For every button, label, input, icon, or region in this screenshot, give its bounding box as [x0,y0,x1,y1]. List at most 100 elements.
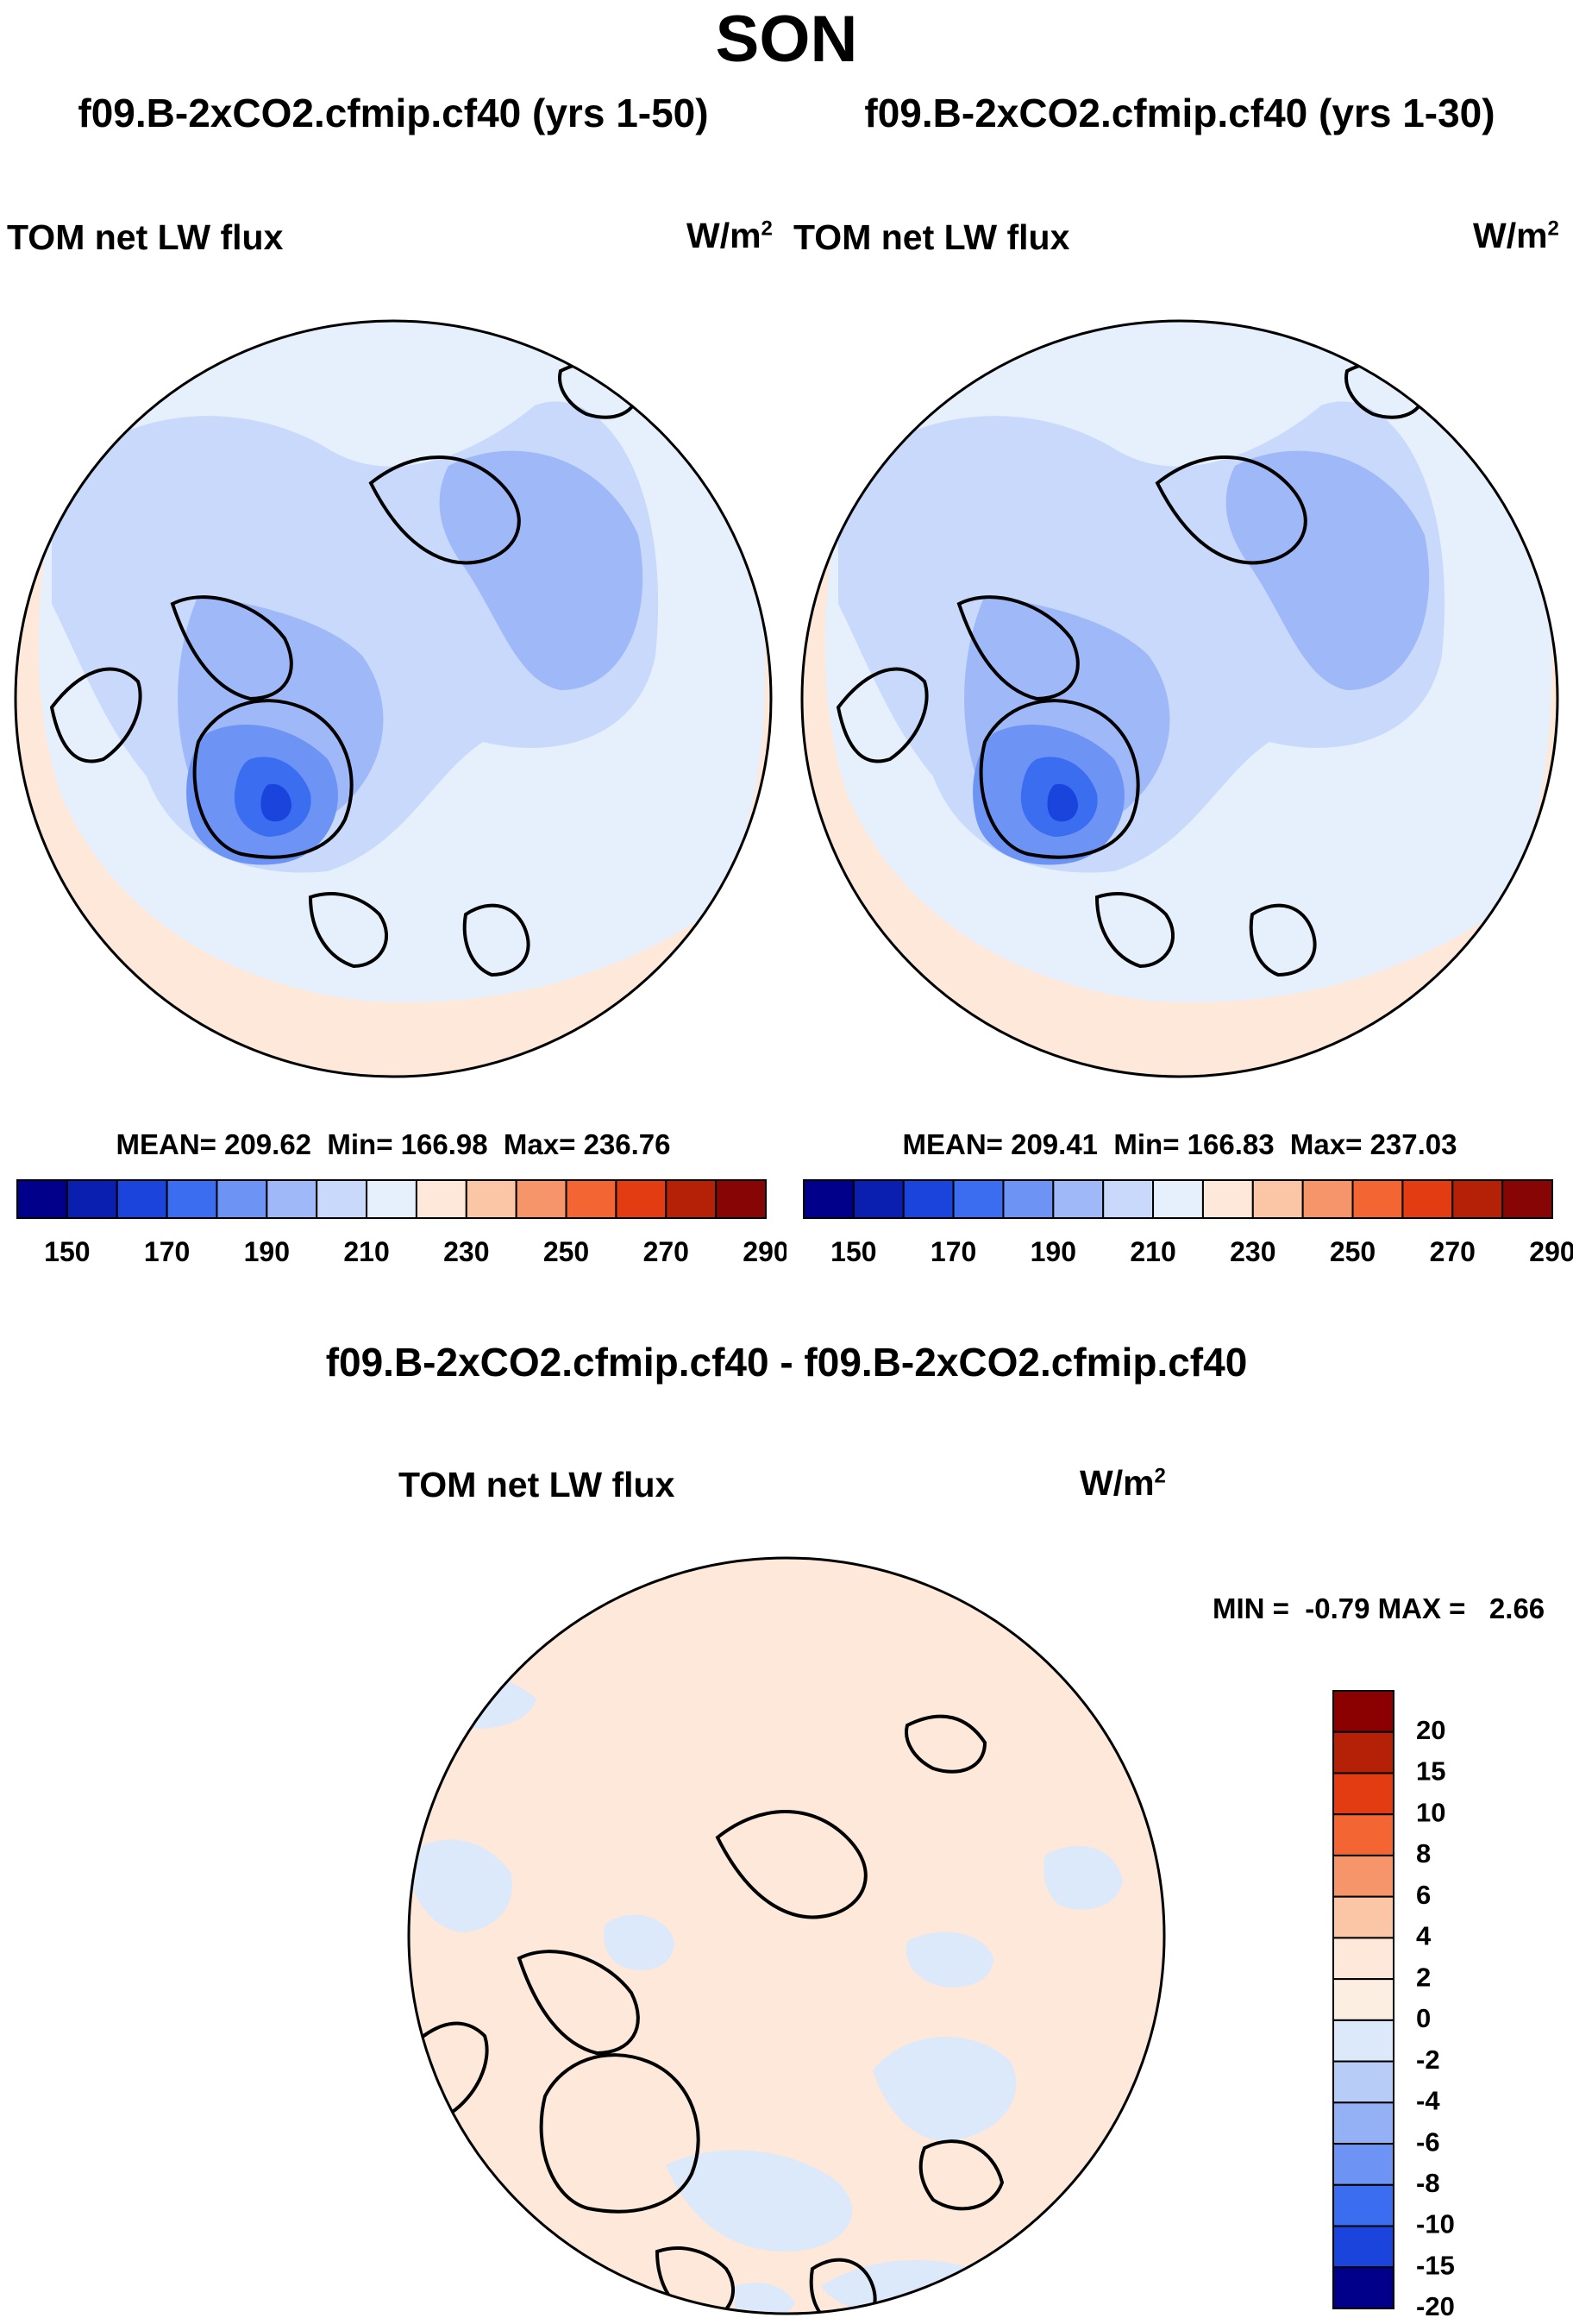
panel1-case-title: f09.B-2xCO2.cfmip.cf40 (yrs 1-50) [78,91,709,135]
colorbar-tick-label: 250 [1330,1236,1376,1267]
colorbar-tick-label: -15 [1416,2250,1455,2280]
colorbar-tick-label: 210 [1130,1236,1175,1267]
panel2-variable-label: TOM net LW flux [793,217,1070,257]
colorbar-tick-label: 6 [1416,1880,1431,1910]
panel2-stats: MEAN= 209.41 Min= 166.83 Max= 237.03 [902,1128,1457,1160]
diff-case-title: f09.B-2xCO2.cfmip.cf40 - f09.B-2xCO2.cfm… [325,1340,1248,1385]
colorbar-tick-label: 230 [1230,1236,1275,1267]
colorbar-swatch [1332,2266,1394,2309]
figure-title: SON [715,3,858,76]
colorbar-tick-label: 190 [244,1236,290,1267]
map-field-neg-patch [604,1914,674,1970]
colorbar-tick-label: 190 [1031,1236,1076,1267]
colorbar-swatch [1451,1179,1504,1219]
colorbar-swatch [902,1179,955,1219]
colorbar-tick-label: 0 [1416,2003,1431,2033]
diff-variable-label: TOM net LW flux [398,1465,675,1504]
colorbar-tick-label: 270 [643,1236,689,1267]
panel1-stats: MEAN= 209.62 Min= 166.98 Max= 236.76 [116,1128,671,1160]
colorbar-swatch [715,1179,768,1219]
colorbar-swatch [216,1179,268,1219]
diff-minmax: MIN = -0.79 MAX = 2.66 [1213,1592,1545,1624]
colorbar-swatch [952,1179,1005,1219]
colorbar-tick-label: 15 [1416,1756,1445,1787]
colorbar-swatch [1332,2143,1394,2186]
colorbar-tick-label: 210 [343,1236,389,1267]
colorbar-tick-label: 230 [443,1236,489,1267]
colorbar-swatch [1152,1179,1204,1219]
colorbar-tick-label: 4 [1416,1921,1432,1951]
colorbar-tick-label: -10 [1416,2209,1455,2239]
colorbar-swatch [615,1179,667,1219]
colorbar-swatch [803,1179,855,1219]
colorbar-swatch [852,1179,905,1219]
colorbar-tick-label: 170 [144,1236,190,1267]
map-field-contour-200b [439,450,643,690]
colorbar-swatch [665,1179,718,1219]
colorbar-swatch [1332,1772,1394,1816]
colorbar-swatch [1332,2101,1394,2145]
colorbar-tick-label: -4 [1416,2086,1440,2116]
colorbar-swatch [316,1179,368,1219]
panel2-units-label: W/m2 [1473,216,1559,255]
coastlines [49,360,641,977]
colorbar-tick-label: 2 [1416,1962,1431,1992]
map-field-contour-170 [1047,783,1078,822]
colorbar-swatch [1332,2019,1394,2063]
colorbar-tick-label: -2 [1416,2044,1440,2075]
panel1-colorbar: 150 170 190 210 230 250 270 290 [16,1179,786,1267]
colorbar-swatch [1332,1690,1394,1733]
map-field-neg-patch [409,1839,512,1932]
colorbar-swatch [415,1179,467,1219]
map-field-neg-patch [873,2037,1017,2141]
colorbar-swatch [1332,1978,1394,2021]
colorbar-tick-label: 170 [931,1236,976,1267]
colorbar-swatch [266,1179,318,1219]
colorbar-swatch [1052,1179,1105,1219]
colorbar-swatch [166,1179,218,1219]
colorbar-tick-label: -6 [1416,2126,1440,2157]
colorbar-swatch [1332,2060,1394,2104]
panel1-units-label: W/m2 [686,216,773,255]
colorbar-swatch [366,1179,417,1219]
colorbar-swatch [1332,1813,1394,1856]
colorbar-swatch [1332,1895,1394,1939]
colorbar-swatch [515,1179,567,1219]
colorbar-swatch [1332,1854,1394,1898]
colorbar-swatch [565,1179,617,1219]
colorbar-swatch [1251,1179,1304,1219]
colorbar-tick-label: 150 [44,1236,90,1267]
colorbar-tick-label: -20 [1416,2291,1455,2319]
diff-units-label: W/m2 [1080,1463,1166,1503]
map-field-contour-200b [1225,450,1430,690]
map-field-neg-patch [1043,1846,1123,1910]
colorbar-tick-label: 290 [743,1236,786,1267]
colorbar-swatch [1332,2225,1394,2269]
colorbar-swatch [66,1179,118,1219]
colorbar-tick-label: 20 [1416,1715,1445,1745]
colorbar-swatch [1351,1179,1404,1219]
colorbar-swatch [1102,1179,1155,1219]
colorbar-tick-label: 290 [1529,1236,1573,1267]
panel1-variable-label: TOM net LW flux [7,217,284,257]
colorbar-tick-label: 270 [1430,1236,1476,1267]
map-field-neg-patch [906,1931,993,1988]
colorbar-swatch [1201,1179,1254,1219]
colorbar-tick-label: 150 [830,1236,876,1267]
colorbar-swatch [116,1179,168,1219]
coastlines [836,360,1427,977]
colorbar-tick-label: 8 [1416,1838,1431,1869]
colorbar-swatch [1332,1730,1394,1774]
colorbar-swatch [465,1179,517,1219]
panel2-case-title: f09.B-2xCO2.cfmip.cf40 (yrs 1-30) [864,91,1495,135]
colorbar-swatch [1332,2183,1394,2227]
colorbar-tick-label: 250 [543,1236,589,1267]
panel2-polar-map [800,319,1559,1078]
colorbar-swatch [16,1179,68,1219]
colorbar-swatch [1501,1179,1554,1219]
colorbar-swatch [1332,1937,1394,1981]
panel1-polar-map [14,319,773,1078]
colorbar-swatch [1401,1179,1454,1219]
colorbar-tick-label: 10 [1416,1797,1445,1827]
